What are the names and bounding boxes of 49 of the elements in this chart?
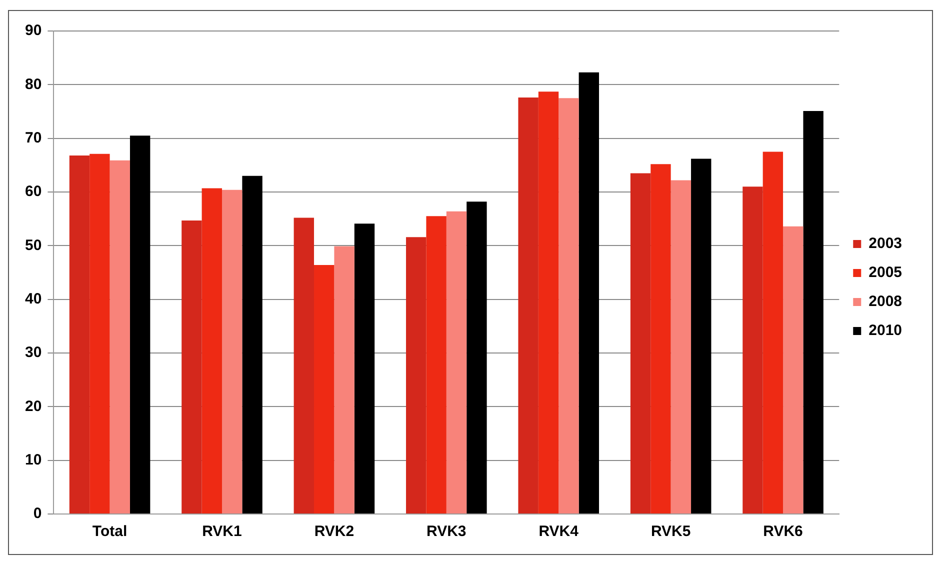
y-tick-label: 90 [24,22,42,40]
x-tick-label: RVK5 [650,523,691,540]
bar [406,237,426,514]
y-tick-label: 80 [24,76,42,93]
bar [538,92,559,514]
bar [314,264,334,514]
bar [650,164,671,514]
y-tick-label: 60 [24,183,42,200]
bar [670,180,692,514]
y-tick-label: 40 [24,290,42,308]
bar [354,224,375,514]
bar [783,226,804,514]
bar [691,158,712,514]
bar [446,211,467,514]
bar [294,218,314,514]
x-tick-label: RVK1 [202,523,242,540]
bar [426,216,446,514]
bar [130,136,150,514]
bar [630,173,651,514]
bar [110,160,130,514]
bar [578,72,600,514]
bar [90,154,110,514]
bar [182,220,202,514]
x-tick-label: RVK4 [538,523,580,540]
y-tick-label: 50 [24,236,42,254]
y-tick-label: 0 [33,505,42,522]
legend-label: 2008 [868,293,902,310]
legend-label: 2005 [868,264,902,282]
bar [518,98,538,514]
legend-label: 2010 [868,322,902,340]
y-tick-label: 10 [24,451,42,468]
bar [762,152,784,514]
bar [334,246,354,514]
y-tick-label: 30 [24,344,42,362]
bar [742,186,763,514]
x-tick-label: RVK3 [426,523,466,540]
bar [222,190,242,514]
bar [466,202,487,514]
x-tick-label: Total [92,523,128,540]
y-tick-label: 20 [24,398,42,415]
bar [558,98,579,514]
y-tick-label: 70 [24,129,42,146]
legend-label: 2003 [868,235,902,252]
x-tick-label: RVK6 [763,523,803,540]
bar [803,110,824,514]
bar [242,176,262,514]
bar [69,156,90,514]
x-tick-label: RVK2 [314,523,354,540]
bar [202,188,222,514]
